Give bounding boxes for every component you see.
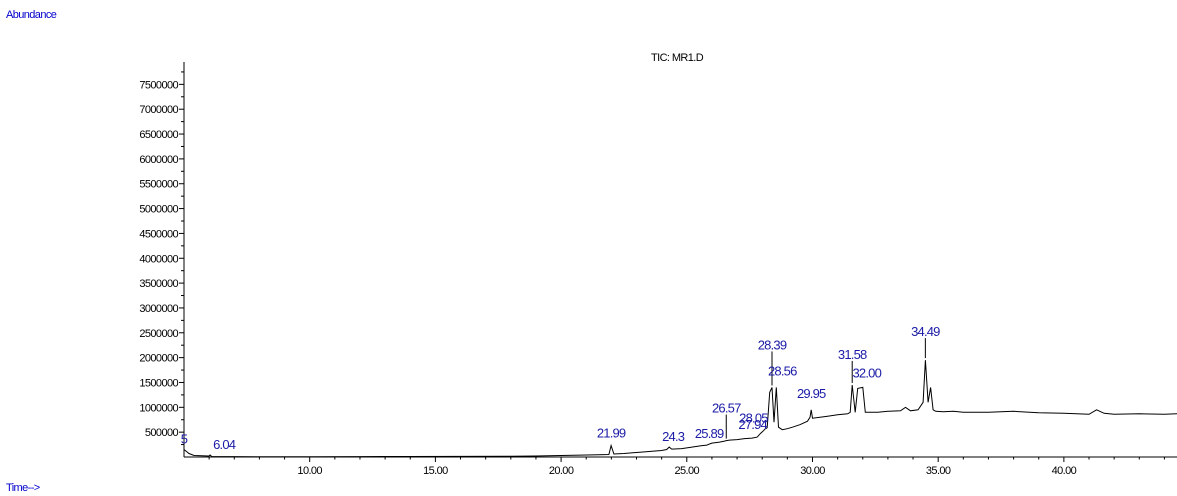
peak-label: 34.49	[911, 324, 940, 339]
y-axis-title: Abundance	[6, 9, 57, 21]
y-tick-label: 5000000	[139, 204, 178, 216]
peak-label: 5	[181, 432, 188, 447]
peak-label: 28.56	[768, 363, 797, 378]
peak-label: 28.39	[758, 337, 787, 352]
x-tick-label: 35.00	[926, 465, 951, 477]
peak-label: 24.3	[662, 429, 685, 444]
peak-label: 32.00	[852, 365, 881, 380]
y-tick-label: 1500000	[139, 377, 178, 389]
x-tick-label: 20.00	[549, 465, 574, 477]
x-tick-label: 25.00	[675, 465, 700, 477]
peak-label: 31.58	[838, 347, 867, 362]
x-axis-title: Time-->	[6, 482, 40, 494]
y-tick-label: 7500000	[139, 79, 178, 91]
x-tick-label: 10.00	[297, 465, 322, 477]
y-tick-label: 1000000	[139, 402, 178, 414]
peak-label: 26.57	[712, 401, 741, 416]
y-tick-label: 2000000	[139, 353, 178, 365]
y-tick-label: 5500000	[139, 179, 178, 191]
peak-label: 29.95	[797, 386, 826, 401]
x-tick-label: 15.00	[423, 465, 448, 477]
y-tick-label: 2500000	[139, 328, 178, 340]
chart-title: TIC: MR1.D	[651, 52, 704, 64]
y-tick-label: 3000000	[139, 303, 178, 315]
tic-trace	[183, 360, 1177, 458]
y-tick-label: 4500000	[139, 228, 178, 240]
y-tick-label: 4000000	[139, 253, 178, 265]
y-tick-label: 6000000	[139, 154, 178, 166]
y-tick-label: 6500000	[139, 129, 178, 141]
x-tick-label: 40.00	[1052, 465, 1077, 477]
y-tick-label: 3500000	[139, 278, 178, 290]
peak-label: 27.94	[738, 417, 767, 432]
peak-label: 28.05	[739, 411, 768, 426]
peak-label: 25.89	[695, 426, 724, 441]
y-tick-label: 500000	[145, 427, 179, 439]
x-tick-label: 30.00	[800, 465, 825, 477]
peak-label: 21.99	[597, 426, 626, 441]
peak-label: 6.04	[213, 437, 236, 452]
y-tick-label: 7000000	[139, 104, 178, 116]
